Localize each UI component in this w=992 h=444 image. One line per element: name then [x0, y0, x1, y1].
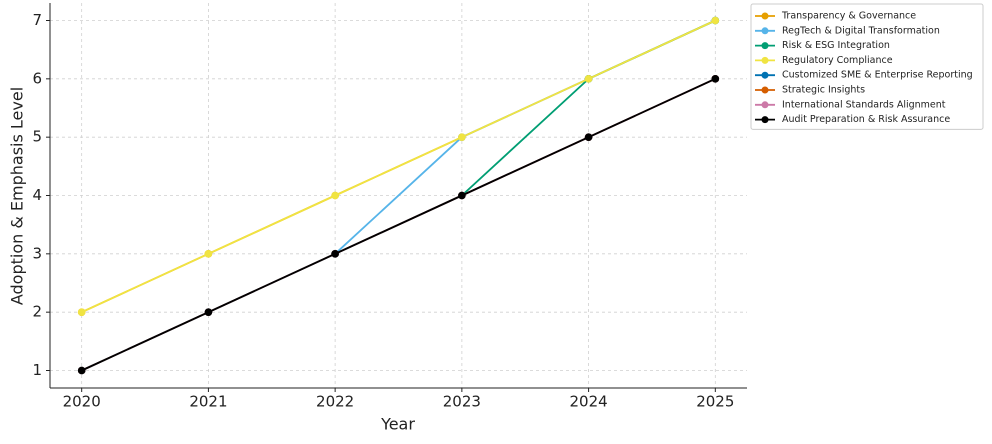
legend-label: Transparency & Governance: [781, 11, 916, 22]
legend-label: RegTech & Digital Transformation: [782, 25, 940, 36]
legend-label: Strategic Insights: [782, 85, 865, 96]
y-tick-label: 2: [32, 303, 42, 321]
y-tick-label: 5: [32, 128, 42, 146]
x-tick-label: 2024: [569, 393, 607, 411]
x-tick-label: 2023: [443, 393, 481, 411]
legend-marker: [761, 71, 769, 79]
legend-box: [750, 3, 984, 130]
legend-label: Customized SME & Enterprise Reporting: [782, 70, 973, 81]
y-tick-label: 3: [32, 244, 42, 262]
x-tick-label: 2025: [696, 393, 734, 411]
point: [331, 191, 339, 200]
point: [711, 16, 720, 25]
point: [204, 250, 213, 258]
legend-marker: [761, 86, 769, 94]
legend-marker: [761, 27, 769, 35]
point: [458, 191, 466, 200]
point: [331, 250, 339, 258]
point: [204, 308, 213, 316]
legend-marker: [761, 12, 769, 20]
point: [584, 133, 593, 141]
x-tick-label: 2022: [316, 393, 354, 411]
legend-marker: [761, 101, 769, 109]
legend-label: Regulatory Compliance: [782, 55, 893, 66]
point: [458, 133, 466, 141]
point: [77, 366, 86, 375]
legend-label: Risk & ESG Integration: [782, 40, 890, 51]
legend-label: Audit Preparation & Risk Assurance: [782, 114, 950, 125]
x-tick-label: 2020: [63, 393, 101, 411]
legend-marker: [761, 116, 769, 124]
point: [711, 75, 720, 83]
legend-marker: [761, 56, 769, 64]
y-tick-label: 4: [32, 186, 42, 204]
x-axis-label: Year: [380, 415, 415, 434]
y-axis-label: Adoption & Emphasis Level: [8, 87, 27, 305]
y-tick-label: 7: [32, 11, 42, 29]
point: [77, 308, 86, 316]
legend-marker: [761, 42, 769, 50]
series-line: [81, 78, 716, 372]
x-tick-label: 2021: [189, 393, 227, 411]
point: [584, 75, 593, 83]
legend-label: International Standards Alignment: [782, 99, 946, 110]
y-tick-label: 6: [32, 69, 42, 87]
series-line: [81, 19, 716, 313]
y-tick-label: 1: [32, 361, 42, 379]
